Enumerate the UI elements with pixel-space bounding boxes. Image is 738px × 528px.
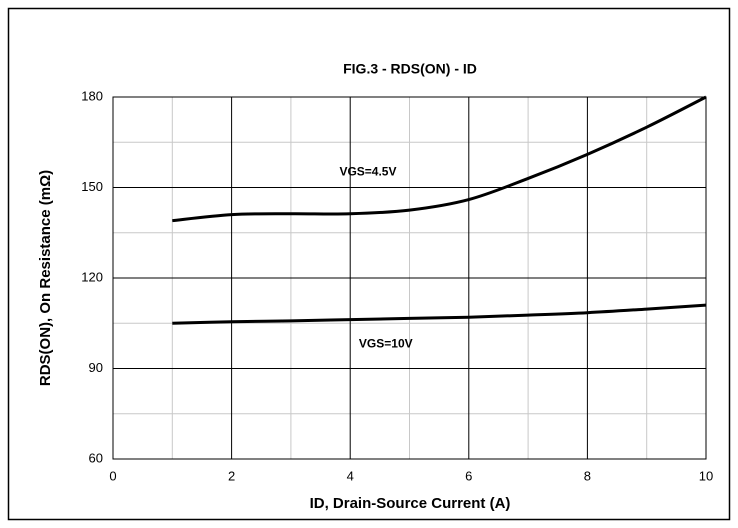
series-label: VGS=10V: [359, 337, 413, 351]
line: [172, 95, 707, 223]
frame: [7, 7, 731, 521]
x-tick-label: 8: [584, 468, 591, 483]
y-tick-label: 90: [89, 360, 103, 375]
x-tick-label: 4: [347, 468, 354, 483]
x-axis-label: ID, Drain-Source Current (A): [310, 495, 511, 512]
line: [172, 303, 707, 325]
y-axis-label: RDS(ON), On Resistance (mΩ): [37, 170, 54, 386]
y-tick-label: 60: [89, 450, 103, 465]
chart-title: FIG.3 - RDS(ON) - ID: [343, 61, 477, 77]
plot-border: [112, 96, 707, 460]
x-tick-label: 10: [699, 468, 713, 483]
y-tick-label: 120: [81, 269, 103, 284]
x-tick-label: 0: [109, 468, 116, 483]
series-label: VGS=4.5V: [339, 165, 396, 179]
y-tick-label: 180: [81, 88, 103, 103]
x-tick-label: 6: [465, 468, 472, 483]
y-tick-label: 150: [81, 179, 103, 194]
x-tick-label: 2: [228, 468, 235, 483]
